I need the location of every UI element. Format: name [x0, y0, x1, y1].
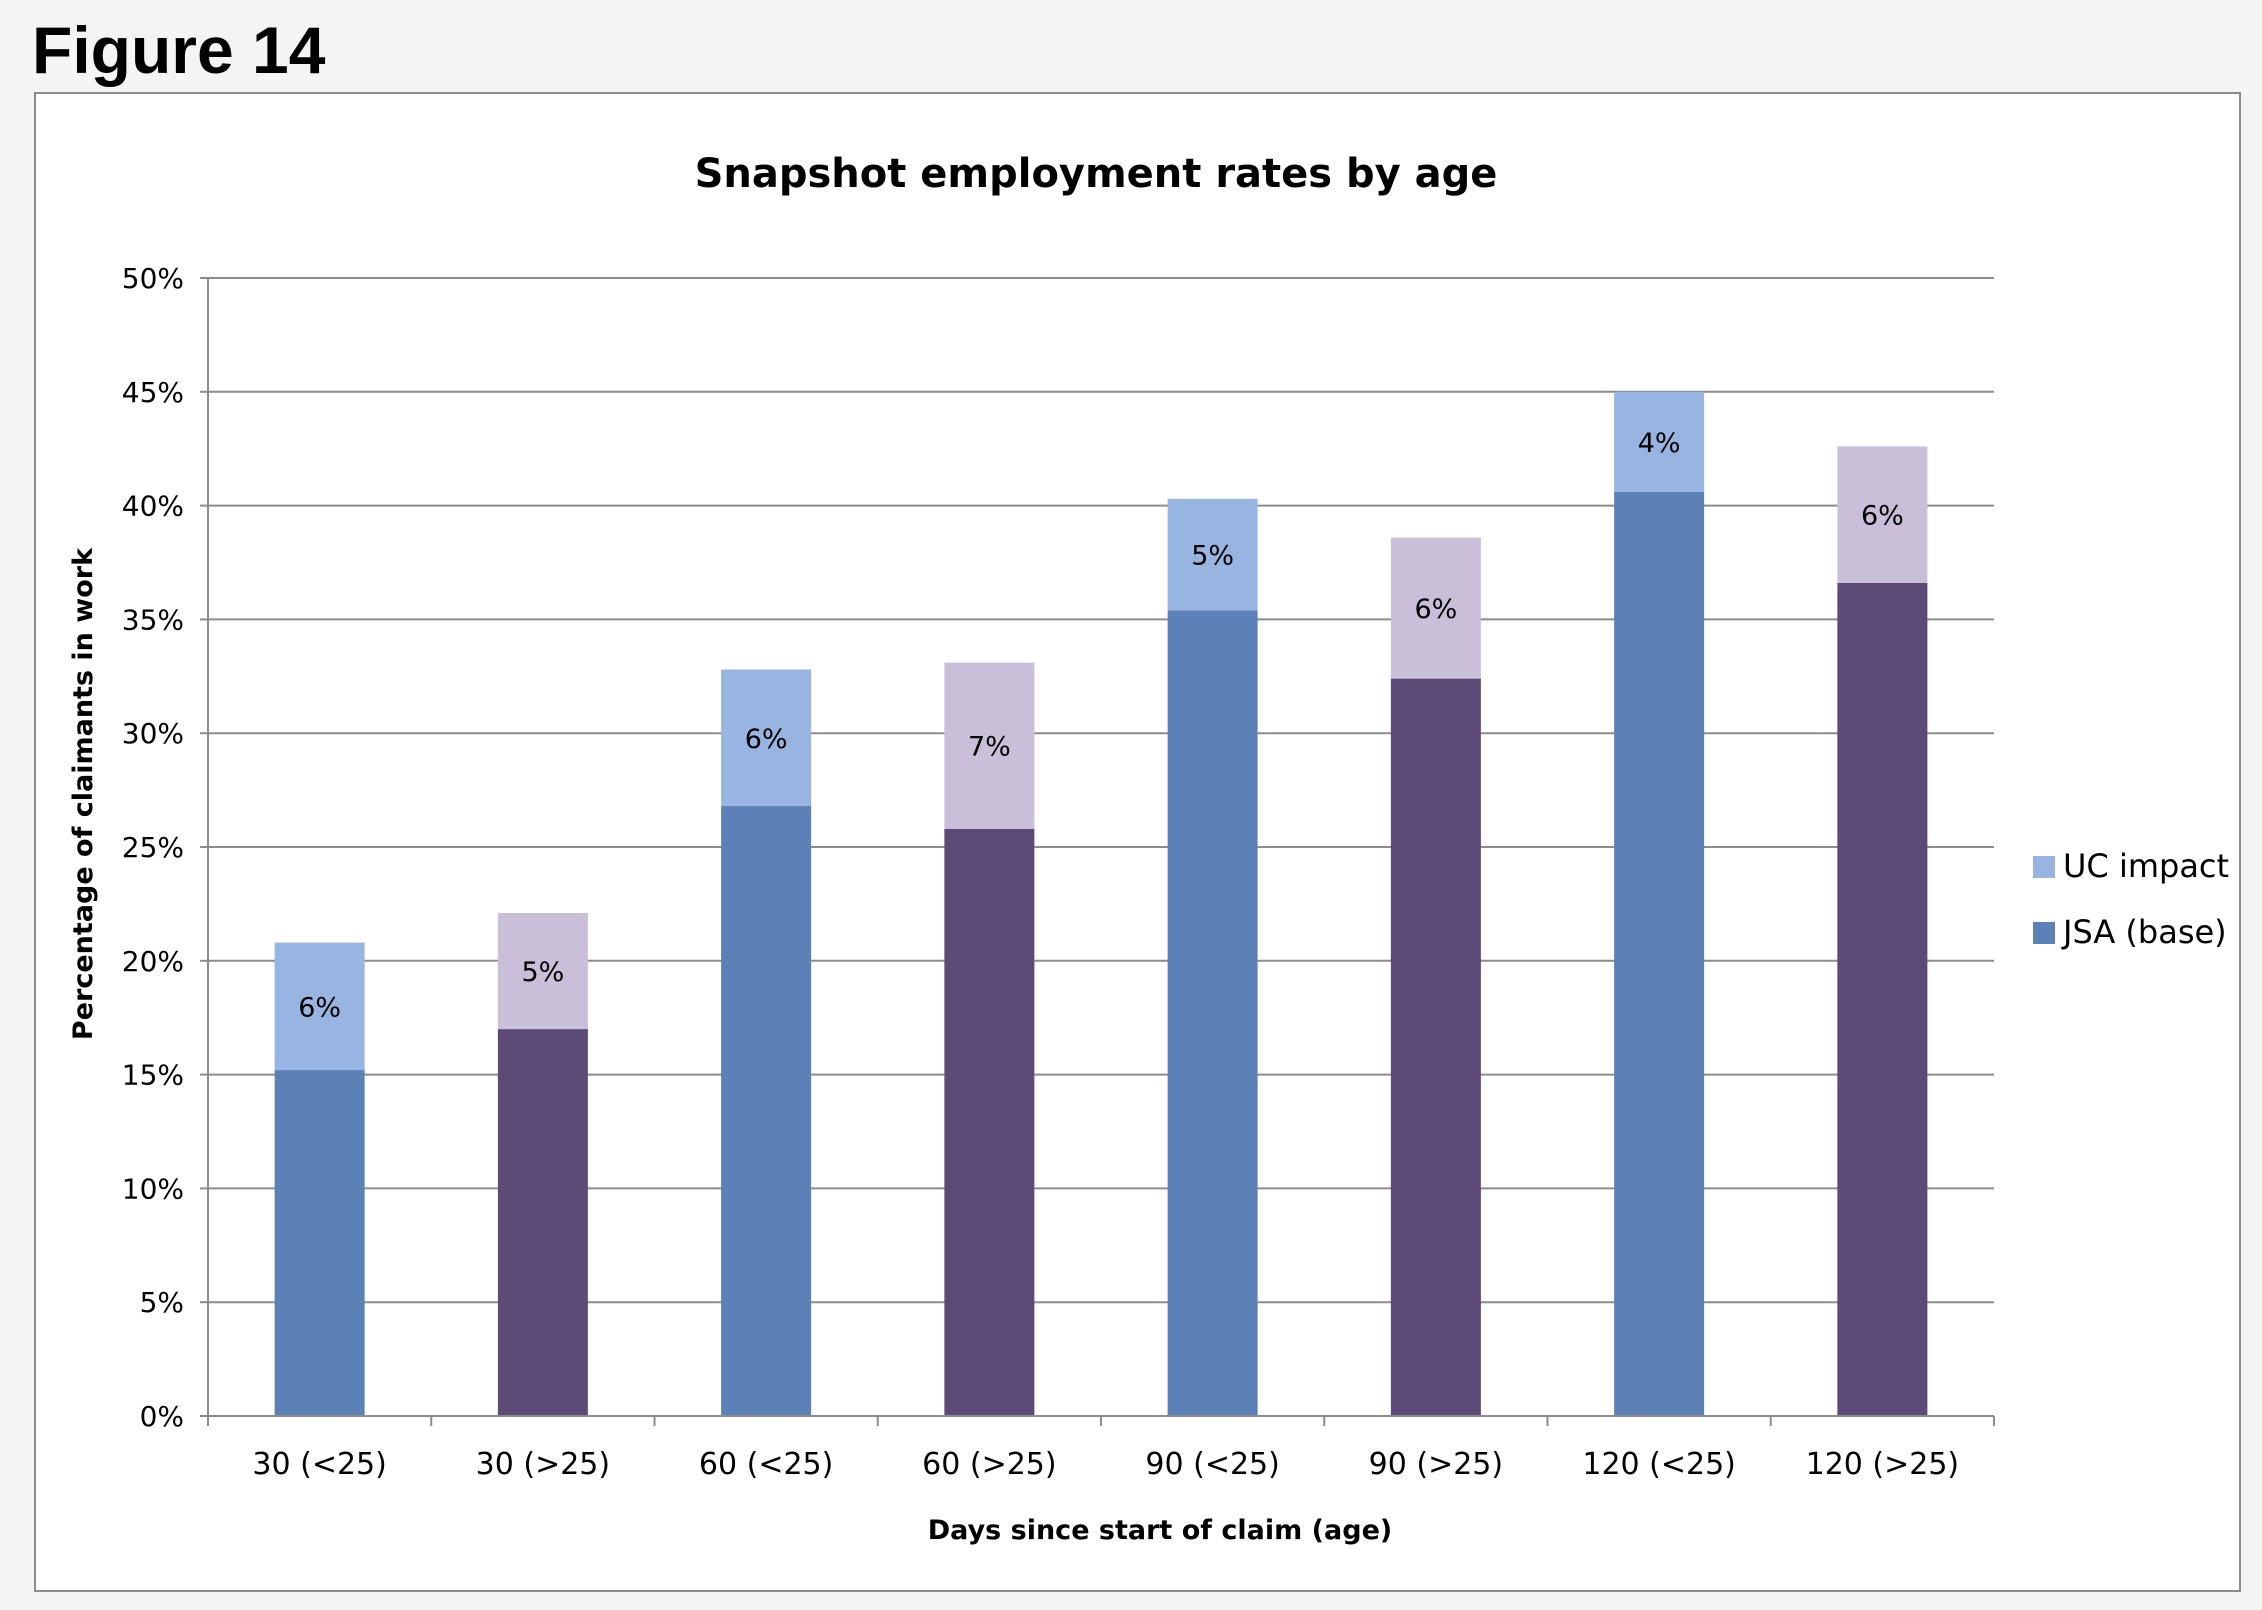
x-tick-label: 90 (<25)	[1145, 1447, 1279, 1482]
data-label: 6%	[1414, 594, 1457, 625]
bar-uc-impact	[497, 913, 588, 1030]
y-tick-label: 50%	[122, 262, 184, 295]
bars: 6% 5% 6% 7% 5% 6% 4% 6%	[274, 391, 1928, 1417]
y-tick-label: 10%	[122, 1172, 184, 1205]
axes	[207, 278, 1995, 1426]
y-axis-label: Percentage of claimants in work	[68, 547, 99, 1040]
y-tick-label: 45%	[122, 376, 184, 409]
x-tick-label: 120 (<25)	[1582, 1447, 1736, 1482]
data-label: 5%	[521, 957, 564, 988]
chart-title: Snapshot employment rates by age	[695, 151, 1498, 197]
y-tick-label: 15%	[122, 1059, 184, 1092]
bar-base	[274, 1070, 365, 1416]
data-label: 6%	[298, 992, 341, 1023]
legend-swatch	[2033, 856, 2055, 878]
legend-label: JSA (base)	[2061, 913, 2227, 951]
bar-uc-impact	[1837, 446, 1928, 583]
x-tick-label: 30 (<25)	[252, 1447, 386, 1482]
x-tick-labels: 30 (<25) 30 (>25) 60 (<25) 60 (>25) 90 (<25)…	[252, 1447, 1959, 1482]
data-label: 6%	[1861, 501, 1904, 532]
chart-svg: Snapshot employment rates by age 0% 5% 10%…	[68, 151, 2229, 1546]
data-label: 6%	[745, 724, 788, 755]
x-axis-label: Days since start of claim (age)	[928, 1515, 1392, 1546]
bar-uc-impact	[721, 669, 812, 807]
data-label: 7%	[968, 732, 1011, 763]
bar-base	[497, 1029, 588, 1416]
y-tick-label: 0%	[140, 1400, 184, 1433]
gridlines	[200, 277, 1994, 1417]
data-label: 4%	[1638, 428, 1681, 459]
bar-base	[944, 828, 1035, 1416]
x-tick-label: 90 (>25)	[1369, 1447, 1503, 1482]
bar-base	[1167, 610, 1258, 1416]
y-tick-labels: 0% 5% 10% 15% 20% 25% 30% 35% 40% 45% 50%	[122, 262, 184, 1433]
bar-uc-impact	[274, 942, 365, 1071]
y-tick-label: 35%	[122, 603, 184, 636]
x-tick-label: 60 (<25)	[699, 1447, 833, 1482]
legend-label: UC impact	[2063, 847, 2229, 885]
y-tick-label: 25%	[122, 831, 184, 864]
y-tick-label: 40%	[122, 490, 184, 523]
x-tick-label: 30 (>25)	[476, 1447, 610, 1482]
y-tick-label: 30%	[122, 717, 184, 750]
x-tick-label: 60 (>25)	[922, 1447, 1056, 1482]
bar-base	[1837, 582, 1928, 1416]
bar-uc-impact	[1614, 391, 1705, 492]
figure-label: Figure 14	[32, 13, 326, 87]
legend-swatch	[2033, 922, 2055, 944]
chart-frame: Snapshot employment rates by age 0% 5% 10%…	[34, 92, 2241, 1592]
bar-base	[721, 806, 812, 1416]
y-tick-label: 20%	[122, 945, 184, 978]
bar-uc-impact	[944, 662, 1035, 829]
data-label: 5%	[1191, 541, 1234, 572]
bar-uc-impact	[1390, 537, 1481, 679]
bar-base	[1614, 491, 1705, 1417]
y-tick-label: 5%	[140, 1286, 184, 1319]
legend: UC impact JSA (base)	[2033, 847, 2229, 951]
bar-base	[1390, 678, 1481, 1416]
bar-uc-impact	[1167, 498, 1258, 611]
x-tick-label: 120 (>25)	[1806, 1447, 1960, 1482]
